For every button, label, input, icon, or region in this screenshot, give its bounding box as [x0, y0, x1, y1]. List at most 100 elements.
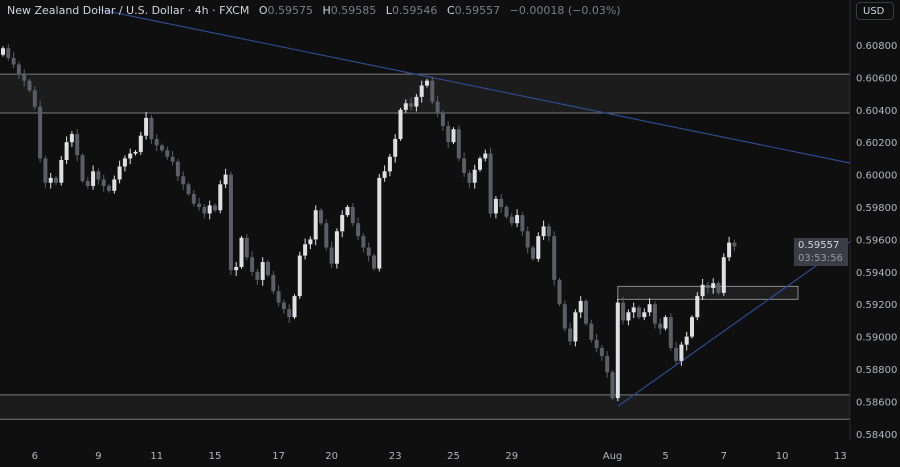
- candle-body: [414, 96, 419, 107]
- candle-body: [334, 231, 339, 264]
- candle: [663, 315, 668, 331]
- candle: [38, 100, 43, 163]
- candle: [509, 212, 514, 227]
- candle-body: [403, 103, 408, 110]
- candle: [117, 160, 122, 184]
- candle-body: [107, 185, 111, 191]
- candle-body: [419, 85, 424, 97]
- candle: [605, 351, 610, 379]
- candle: [133, 149, 138, 156]
- candle: [223, 168, 228, 189]
- candle: [610, 370, 615, 401]
- candle-body: [22, 74, 27, 81]
- candle-body: [175, 161, 180, 177]
- candle: [652, 301, 657, 329]
- candle: [207, 200, 212, 220]
- candle-body: [488, 153, 493, 214]
- open-label: O: [258, 4, 268, 17]
- candle-body: [695, 296, 700, 318]
- candle: [451, 127, 456, 145]
- candle-body: [340, 215, 345, 232]
- candle: [642, 308, 647, 321]
- low-label: L: [385, 4, 392, 17]
- candle: [382, 165, 387, 182]
- candle: [536, 232, 541, 262]
- candle: [584, 299, 588, 326]
- candle: [22, 69, 27, 87]
- candle-body: [647, 304, 652, 313]
- candle-body: [573, 312, 578, 342]
- candle-body: [642, 312, 647, 318]
- candle: [361, 233, 366, 253]
- candle: [493, 195, 498, 219]
- candle: [430, 76, 435, 105]
- candle: [128, 148, 133, 165]
- candle-body: [48, 177, 53, 183]
- y-tick-label: 0.60200: [856, 138, 897, 149]
- candle: [472, 164, 477, 189]
- candle-body: [425, 80, 429, 86]
- current-price-label: 0.59557 03:53:56: [794, 238, 848, 266]
- candle: [573, 309, 578, 347]
- candle-body: [440, 113, 445, 126]
- candle-body: [350, 207, 355, 224]
- candle: [266, 260, 270, 277]
- candle-body: [599, 347, 604, 357]
- candle: [499, 194, 504, 213]
- candle: [546, 223, 551, 242]
- symbol-title[interactable]: New Zealand Dollar / U.S. Dollar · 4h · …: [7, 4, 250, 17]
- candle: [234, 262, 239, 277]
- candle: [144, 112, 149, 140]
- x-tick-label: 25: [447, 451, 460, 462]
- candle: [483, 149, 488, 162]
- candle-body: [366, 247, 371, 256]
- candle-body: [361, 236, 366, 248]
- y-tick-label: 0.58400: [856, 430, 897, 441]
- trendline: [617, 240, 852, 407]
- candle-body: [546, 226, 551, 237]
- candle: [398, 107, 403, 141]
- candle-body: [594, 339, 599, 348]
- candle-body: [64, 142, 69, 161]
- candle-body: [186, 184, 191, 195]
- x-tick-label: 17: [272, 451, 285, 462]
- candle: [589, 319, 594, 343]
- low-value: 0.59546: [391, 4, 438, 17]
- candle-body: [409, 103, 414, 107]
- candle-body: [451, 129, 456, 143]
- candle-body: [308, 239, 313, 245]
- candle-body: [578, 300, 583, 313]
- candle: [59, 156, 64, 186]
- candle: [440, 110, 445, 131]
- y-tick-label: 0.59600: [856, 235, 897, 246]
- candle-body: [122, 158, 127, 167]
- candle: [705, 281, 710, 293]
- candle-body: [202, 207, 207, 214]
- candle: [96, 168, 101, 185]
- support-resistance-zone: [0, 74, 850, 114]
- candle-body: [319, 210, 323, 224]
- y-tick-label: 0.59400: [856, 268, 897, 279]
- candle-body: [149, 117, 154, 139]
- candle-body: [674, 347, 679, 361]
- candle-body: [377, 177, 382, 269]
- candle-body: [91, 171, 96, 186]
- candle: [393, 134, 398, 163]
- candle: [716, 281, 721, 295]
- bar-countdown: 03:53:56: [798, 253, 843, 264]
- candle-body: [75, 134, 80, 156]
- candle-body: [128, 153, 133, 159]
- candle-body: [281, 302, 286, 310]
- candle-body: [303, 244, 308, 256]
- candle: [329, 241, 334, 268]
- candle-body: [557, 279, 562, 305]
- candle: [213, 203, 217, 213]
- candle-body: [356, 223, 361, 237]
- open-value: 0.59575: [267, 4, 314, 17]
- candle: [107, 183, 111, 193]
- candle: [409, 97, 414, 111]
- candle-body: [101, 179, 106, 186]
- currency-button[interactable]: USD: [856, 2, 894, 20]
- candle-body: [223, 174, 228, 185]
